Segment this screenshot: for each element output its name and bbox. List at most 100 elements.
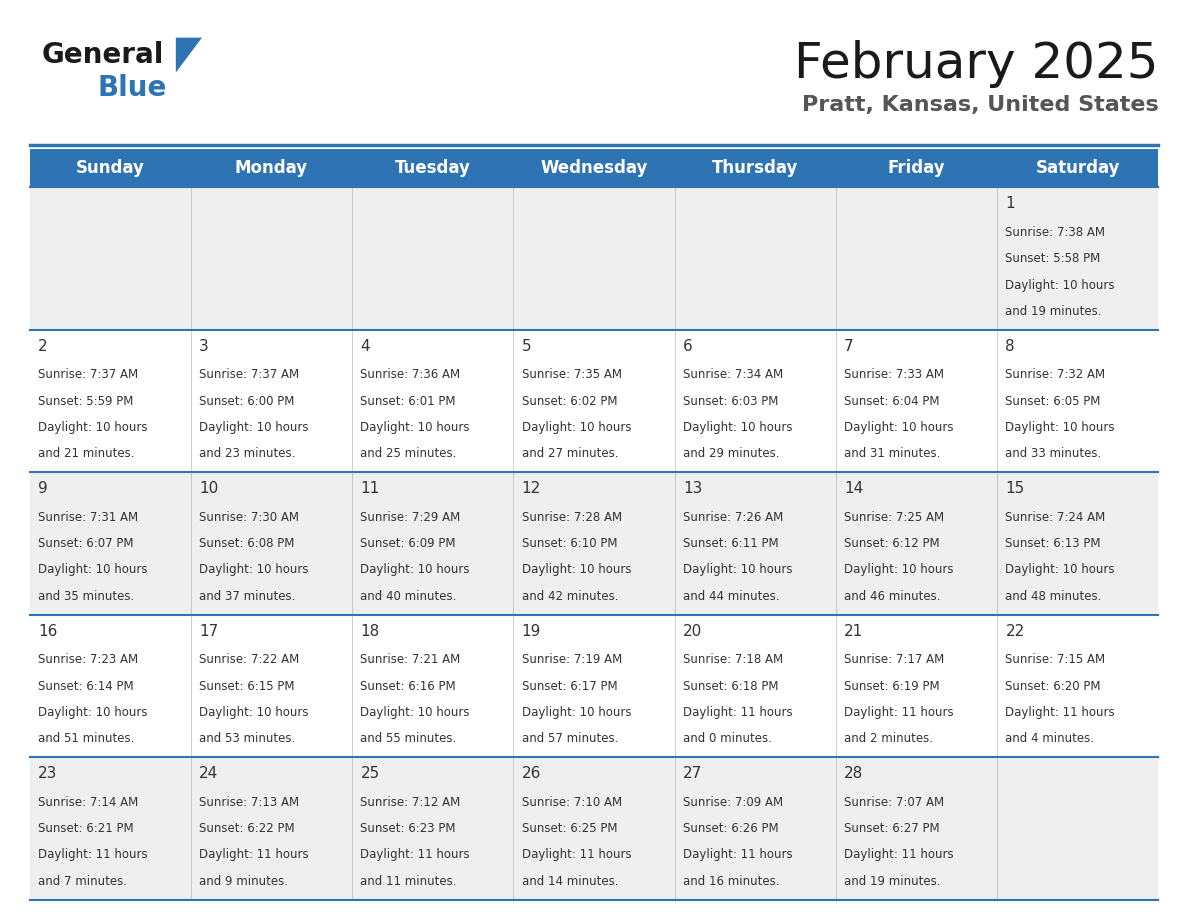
Bar [30,149,1158,187]
Text: and 57 minutes.: and 57 minutes. [522,733,618,745]
Text: Daylight: 10 hours: Daylight: 10 hours [200,706,309,719]
Text: Daylight: 10 hours: Daylight: 10 hours [360,421,470,434]
Text: and 44 minutes.: and 44 minutes. [683,590,779,603]
Text: 28: 28 [845,767,864,781]
Text: and 7 minutes.: and 7 minutes. [38,875,127,888]
Text: General: General [42,41,164,69]
Text: Sunset: 5:59 PM: Sunset: 5:59 PM [38,395,133,408]
Text: Sunset: 6:01 PM: Sunset: 6:01 PM [360,395,456,408]
Text: Daylight: 11 hours: Daylight: 11 hours [683,848,792,861]
Text: Sunset: 6:12 PM: Sunset: 6:12 PM [845,537,940,550]
Text: and 29 minutes.: and 29 minutes. [683,447,779,460]
Text: Sunrise: 7:29 AM: Sunrise: 7:29 AM [360,510,461,524]
Text: Tuesday: Tuesday [394,159,470,177]
Text: Daylight: 10 hours: Daylight: 10 hours [683,564,792,577]
Text: Sunset: 6:22 PM: Sunset: 6:22 PM [200,823,295,835]
Text: Daylight: 10 hours: Daylight: 10 hours [38,421,147,434]
Text: 26: 26 [522,767,541,781]
Text: and 35 minutes.: and 35 minutes. [38,590,134,603]
Text: and 14 minutes.: and 14 minutes. [522,875,618,888]
Text: 6: 6 [683,339,693,354]
Text: Blue: Blue [97,74,166,102]
Text: Sunrise: 7:34 AM: Sunrise: 7:34 AM [683,368,783,381]
Text: and 53 minutes.: and 53 minutes. [200,733,296,745]
Text: 8: 8 [1005,339,1015,354]
Text: and 21 minutes.: and 21 minutes. [38,447,134,460]
Text: Daylight: 10 hours: Daylight: 10 hours [845,421,954,434]
Text: Sunrise: 7:23 AM: Sunrise: 7:23 AM [38,654,138,666]
Text: Sunrise: 7:09 AM: Sunrise: 7:09 AM [683,796,783,809]
Text: and 33 minutes.: and 33 minutes. [1005,447,1101,460]
Text: and 27 minutes.: and 27 minutes. [522,447,618,460]
Text: Daylight: 10 hours: Daylight: 10 hours [1005,564,1114,577]
Text: and 37 minutes.: and 37 minutes. [200,590,296,603]
Text: Sunset: 6:08 PM: Sunset: 6:08 PM [200,537,295,550]
Text: 16: 16 [38,624,57,639]
Text: 21: 21 [845,624,864,639]
Text: Sunrise: 7:37 AM: Sunrise: 7:37 AM [200,368,299,381]
Text: and 4 minutes.: and 4 minutes. [1005,733,1094,745]
Text: and 19 minutes.: and 19 minutes. [1005,305,1102,318]
Text: Sunrise: 7:19 AM: Sunrise: 7:19 AM [522,654,623,666]
Text: Sunrise: 7:30 AM: Sunrise: 7:30 AM [200,510,299,524]
Text: Sunrise: 7:38 AM: Sunrise: 7:38 AM [1005,226,1105,239]
Text: 5: 5 [522,339,531,354]
Text: and 9 minutes.: and 9 minutes. [200,875,289,888]
Text: Saturday: Saturday [1036,159,1120,177]
Text: Sunrise: 7:15 AM: Sunrise: 7:15 AM [1005,654,1106,666]
Text: Sunrise: 7:13 AM: Sunrise: 7:13 AM [200,796,299,809]
Text: and 46 minutes.: and 46 minutes. [845,590,941,603]
Text: and 42 minutes.: and 42 minutes. [522,590,618,603]
Text: 18: 18 [360,624,380,639]
Text: 14: 14 [845,481,864,497]
Text: Sunrise: 7:17 AM: Sunrise: 7:17 AM [845,654,944,666]
Text: 4: 4 [360,339,371,354]
Text: Daylight: 10 hours: Daylight: 10 hours [522,706,631,719]
Text: Sunset: 6:14 PM: Sunset: 6:14 PM [38,679,133,692]
Text: Daylight: 11 hours: Daylight: 11 hours [845,706,954,719]
Polygon shape [176,38,202,73]
Text: 9: 9 [38,481,48,497]
Text: Daylight: 10 hours: Daylight: 10 hours [200,564,309,577]
Text: Sunrise: 7:12 AM: Sunrise: 7:12 AM [360,796,461,809]
Text: Sunset: 6:00 PM: Sunset: 6:00 PM [200,395,295,408]
Text: Daylight: 10 hours: Daylight: 10 hours [38,564,147,577]
Text: Sunset: 6:03 PM: Sunset: 6:03 PM [683,395,778,408]
Text: Sunrise: 7:14 AM: Sunrise: 7:14 AM [38,796,138,809]
Text: Daylight: 11 hours: Daylight: 11 hours [683,706,792,719]
Text: Sunrise: 7:26 AM: Sunrise: 7:26 AM [683,510,783,524]
Text: Thursday: Thursday [712,159,798,177]
Text: Sunset: 5:58 PM: Sunset: 5:58 PM [1005,252,1100,265]
Bar [30,472,1158,615]
Text: 10: 10 [200,481,219,497]
Text: Sunset: 6:18 PM: Sunset: 6:18 PM [683,679,778,692]
Text: Sunset: 6:05 PM: Sunset: 6:05 PM [1005,395,1101,408]
Bar [30,187,1158,330]
Text: and 0 minutes.: and 0 minutes. [683,733,772,745]
Text: Sunset: 6:23 PM: Sunset: 6:23 PM [360,823,456,835]
Text: Sunset: 6:25 PM: Sunset: 6:25 PM [522,823,618,835]
Text: 13: 13 [683,481,702,497]
Text: Monday: Monday [235,159,308,177]
Text: 11: 11 [360,481,380,497]
Text: Sunrise: 7:37 AM: Sunrise: 7:37 AM [38,368,138,381]
Text: Sunset: 6:02 PM: Sunset: 6:02 PM [522,395,618,408]
Text: 3: 3 [200,339,209,354]
Text: Daylight: 10 hours: Daylight: 10 hours [522,564,631,577]
Text: Daylight: 10 hours: Daylight: 10 hours [360,706,470,719]
Text: 20: 20 [683,624,702,639]
Text: February 2025: February 2025 [794,40,1158,88]
Text: and 51 minutes.: and 51 minutes. [38,733,134,745]
Text: Sunrise: 7:22 AM: Sunrise: 7:22 AM [200,654,299,666]
Text: Sunset: 6:10 PM: Sunset: 6:10 PM [522,537,618,550]
Text: Sunset: 6:19 PM: Sunset: 6:19 PM [845,679,940,692]
Text: 2: 2 [38,339,48,354]
Text: Sunset: 6:15 PM: Sunset: 6:15 PM [200,679,295,692]
Text: 7: 7 [845,339,854,354]
Text: Sunrise: 7:24 AM: Sunrise: 7:24 AM [1005,510,1106,524]
Text: Sunrise: 7:32 AM: Sunrise: 7:32 AM [1005,368,1106,381]
Text: Sunset: 6:11 PM: Sunset: 6:11 PM [683,537,778,550]
Text: Sunday: Sunday [76,159,145,177]
Text: Sunset: 6:13 PM: Sunset: 6:13 PM [1005,537,1101,550]
Text: Sunrise: 7:10 AM: Sunrise: 7:10 AM [522,796,621,809]
